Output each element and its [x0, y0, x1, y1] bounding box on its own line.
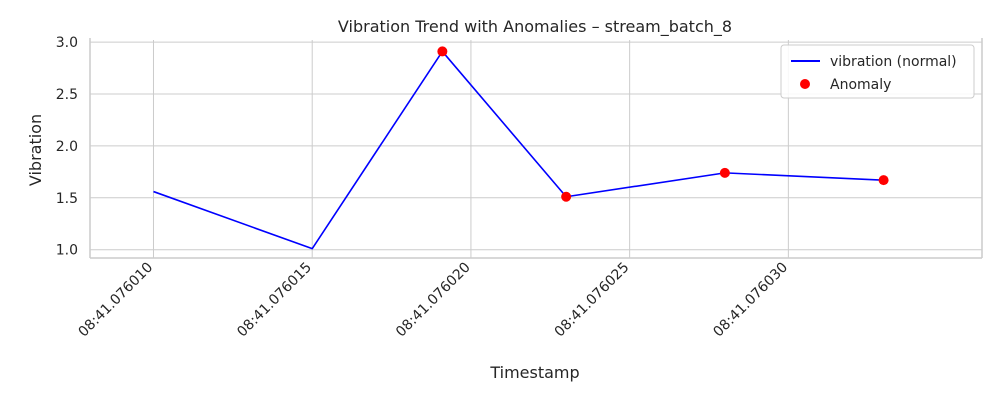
- legend: vibration (normal) Anomaly: [780, 44, 975, 99]
- anomaly-point: [878, 175, 889, 186]
- x-tick-label: 08:41.076030: [710, 260, 791, 341]
- y-tick-label: 1.5: [56, 191, 78, 207]
- y-axis-label: Vibration: [26, 114, 45, 186]
- x-axis-label: Timestamp: [489, 363, 579, 382]
- legend-frame: [780, 44, 975, 99]
- x-tick-labels: 08:41.076010 08:41.076015 08:41.076020 08:4…: [76, 260, 792, 341]
- x-tick-label: 08:41.076020: [393, 260, 474, 341]
- y-tick-label: 1.0: [56, 243, 78, 259]
- x-tick-label: 08:41.076025: [552, 260, 633, 341]
- grid: [90, 40, 982, 258]
- legend-label-normal: vibration (normal): [830, 54, 957, 70]
- y-tick-label: 3.0: [56, 35, 78, 51]
- x-tick-label: 08:41.076015: [234, 260, 315, 341]
- axes-spines: [89, 38, 983, 259]
- y-tick-label: 2.5: [56, 87, 78, 103]
- y-tick-label: 2.0: [56, 139, 78, 155]
- anomaly-point: [561, 191, 572, 202]
- vibration-line: [153, 50, 884, 250]
- chart-title: Vibration Trend with Anomalies – stream_…: [338, 17, 732, 37]
- series-layer: [153, 50, 884, 250]
- y-tick-labels: 1.0 1.5 2.0 2.5 3.0: [56, 35, 78, 259]
- anomaly-points: [437, 46, 889, 202]
- anomaly-point: [437, 46, 448, 57]
- x-tick-label: 08:41.076010: [76, 260, 157, 341]
- legend-label-anomaly: Anomaly: [830, 77, 891, 93]
- anomaly-point: [719, 167, 730, 178]
- legend-anomaly-swatch: [800, 79, 810, 89]
